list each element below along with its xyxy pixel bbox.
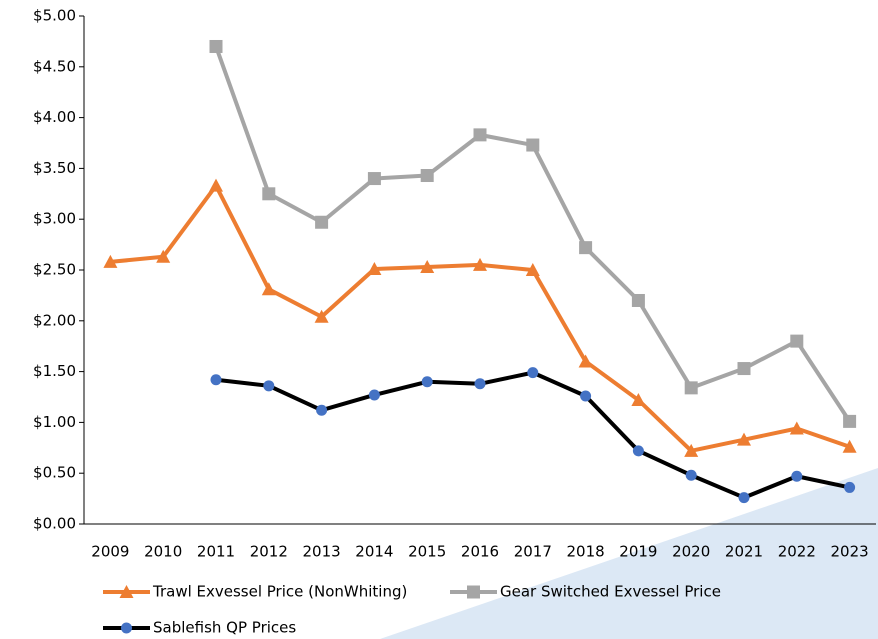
x-tick-label: 2023 [831,543,869,561]
data-point [684,443,699,457]
y-tick-label: $0.00 [33,515,76,533]
x-tick-label: 2013 [303,543,341,561]
data-point [261,282,276,296]
data-point [420,169,434,183]
x-tick-label: 2020 [672,543,710,561]
data-point [579,241,593,255]
data-point [262,187,276,201]
data-point [791,470,803,482]
data-point [367,261,382,275]
data-point [526,138,540,152]
data-point [474,378,486,390]
legend-label: Sablefish QP Prices [153,619,296,637]
data-point [737,362,751,376]
x-tick-label: 2016 [461,543,499,561]
y-tick-label: $4.00 [33,108,76,126]
y-tick-label: $5.00 [33,7,76,25]
data-point [737,432,751,446]
y-tick-label: $3.50 [33,159,76,177]
data-point [209,39,223,53]
series-line [215,370,851,500]
y-tick-label: $1.00 [33,413,76,431]
x-tick-label: 2012 [250,543,288,561]
x-tick-label: 2017 [514,543,552,561]
data-point [685,469,697,481]
series-line [110,183,851,453]
x-tick-label: 2014 [355,543,393,561]
data-point [738,492,750,504]
x-tick-label: 2010 [144,543,182,561]
data-point [316,404,328,416]
data-point [631,393,646,407]
data-point [156,249,171,263]
data-point [789,421,804,435]
x-tick-label: 2015 [408,543,446,561]
x-tick-label: 2022 [778,543,816,561]
data-point [209,178,223,192]
data-point [631,293,645,307]
y-tick-label: $2.50 [33,261,76,279]
data-point [421,376,433,388]
y-tick-label: $4.50 [33,57,76,75]
data-point [367,172,381,186]
data-point [314,309,329,323]
y-tick-label: $1.50 [33,362,76,380]
data-point [842,439,857,453]
legend-marker [119,585,134,598]
data-point [525,263,540,276]
data-point [527,367,539,379]
x-tick-label: 2009 [91,543,129,561]
data-point [580,390,592,402]
x-tick-label: 2011 [197,543,235,561]
data-point [844,481,856,493]
data-point [210,374,222,386]
legend-marker [121,622,132,634]
legend-label: Trawl Exvessel Price (NonWhiting) [152,583,407,601]
x-tick-label: 2018 [567,543,605,561]
data-point [368,389,380,401]
data-point [103,254,118,268]
legend-label: Gear Switched Exvessel Price [500,583,721,601]
data-point [578,354,593,368]
y-tick-label: $3.00 [33,210,76,228]
data-point [420,259,435,273]
data-point [790,334,804,348]
series-line [214,45,852,423]
data-point [263,380,275,392]
y-tick-label: $2.00 [33,311,76,329]
data-point [473,257,487,271]
data-point [632,445,644,457]
data-point [843,414,857,428]
x-tick-label: 2021 [725,543,763,561]
data-point [315,215,329,229]
x-tick-label: 2019 [619,543,657,561]
legend-marker [467,585,480,599]
background-shape [380,468,878,639]
data-point [473,128,487,142]
y-tick-label: $0.50 [33,464,76,482]
data-point [684,381,698,395]
